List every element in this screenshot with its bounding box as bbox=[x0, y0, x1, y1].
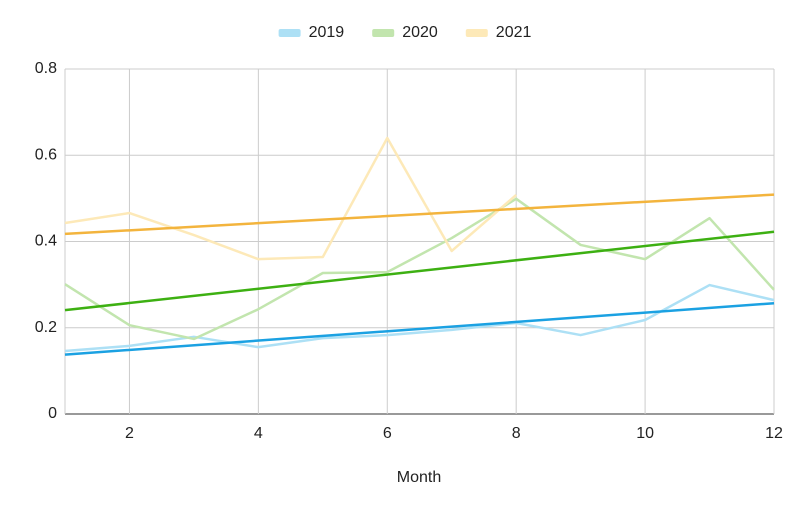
y-tick-label: 0.2 bbox=[35, 319, 57, 336]
trendline bbox=[64, 302, 775, 356]
x-tick-label: 2 bbox=[125, 425, 134, 442]
legend-item: 2021 bbox=[465, 24, 532, 41]
x-tick-label: 10 bbox=[636, 425, 654, 442]
x-tick-label: 8 bbox=[512, 425, 521, 442]
x-tick-label: 4 bbox=[254, 425, 263, 442]
legend-swatch bbox=[465, 29, 488, 37]
x-axis-label: Month bbox=[397, 469, 441, 486]
legend-label: 2021 bbox=[496, 24, 532, 41]
y-tick-label: 0.4 bbox=[35, 233, 57, 250]
x-tick-label: 12 bbox=[765, 425, 783, 442]
y-tick-label: 0 bbox=[48, 405, 57, 422]
x-tick-label: 6 bbox=[383, 425, 392, 442]
trendline bbox=[64, 230, 775, 312]
legend-label: 2019 bbox=[309, 24, 345, 41]
trendline bbox=[64, 193, 775, 236]
series-line bbox=[64, 136, 518, 261]
legend-label: 2020 bbox=[402, 24, 438, 41]
series-line bbox=[64, 197, 775, 341]
legend-swatch bbox=[372, 29, 395, 37]
series-line bbox=[64, 283, 775, 353]
y-tick-label: 0.6 bbox=[35, 146, 57, 163]
legend-item: 2019 bbox=[278, 24, 345, 41]
legend-swatch bbox=[278, 29, 301, 37]
y-tick-label: 0.8 bbox=[35, 60, 57, 77]
legend-item: 2020 bbox=[372, 24, 438, 41]
